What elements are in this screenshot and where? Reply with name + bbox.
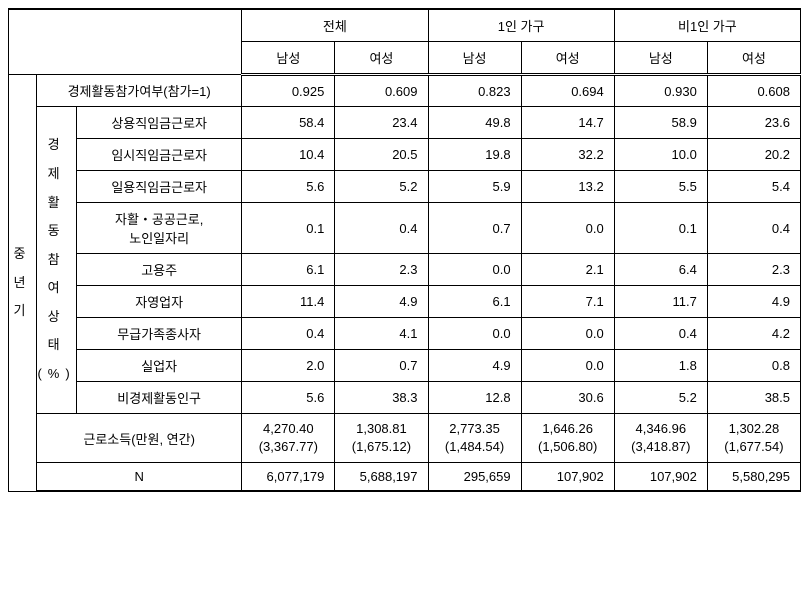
cell: 20.2 bbox=[707, 139, 800, 171]
status-row-label: 일용직임금근로자 bbox=[77, 171, 242, 203]
status-row-label: 임시직임금근로자 bbox=[77, 139, 242, 171]
stats-table: 전체 1인 가구 비1인 가구 남성 여성 남성 여성 남성 여성 중년기 경제… bbox=[8, 8, 801, 492]
cell: 14.7 bbox=[521, 107, 614, 139]
cell: 13.2 bbox=[521, 171, 614, 203]
cell: 0.7 bbox=[335, 350, 428, 382]
cell: 1.8 bbox=[614, 350, 707, 382]
cell: 38.3 bbox=[335, 382, 428, 414]
cell: 0.1 bbox=[614, 203, 707, 254]
cell: 5.6 bbox=[242, 382, 335, 414]
cell: 11.4 bbox=[242, 286, 335, 318]
header-sub-3: 여성 bbox=[521, 42, 614, 75]
cell: 0.0 bbox=[521, 350, 614, 382]
cell: 2.0 bbox=[242, 350, 335, 382]
cell: 5.9 bbox=[428, 171, 521, 203]
cell: 0.694 bbox=[521, 75, 614, 107]
cell: 5.6 bbox=[242, 171, 335, 203]
header-group-2: 비1인 가구 bbox=[614, 9, 800, 42]
cell: 23.4 bbox=[335, 107, 428, 139]
cell: 0.823 bbox=[428, 75, 521, 107]
cell-income: 4,270.40(3,367.77) bbox=[242, 414, 335, 463]
cell: 58.4 bbox=[242, 107, 335, 139]
cell: 2.3 bbox=[707, 254, 800, 286]
cell: 0.609 bbox=[335, 75, 428, 107]
cell-income: 2,773.35(1,484.54) bbox=[428, 414, 521, 463]
income-label: 근로소득(만원, 연간) bbox=[37, 414, 242, 463]
cell: 6,077,179 bbox=[242, 463, 335, 492]
header-blank bbox=[9, 9, 242, 75]
cell: 5,688,197 bbox=[335, 463, 428, 492]
header-sub-5: 여성 bbox=[707, 42, 800, 75]
status-row-label: 자영업자 bbox=[77, 286, 242, 318]
cell: 0.608 bbox=[707, 75, 800, 107]
cell: 10.0 bbox=[614, 139, 707, 171]
cell-income: 1,302.28(1,677.54) bbox=[707, 414, 800, 463]
cell: 5,580,295 bbox=[707, 463, 800, 492]
status-row-label: 실업자 bbox=[77, 350, 242, 382]
cell: 7.1 bbox=[521, 286, 614, 318]
cell: 5.2 bbox=[335, 171, 428, 203]
n-label: N bbox=[37, 463, 242, 492]
cell: 0.4 bbox=[242, 318, 335, 350]
cell: 5.2 bbox=[614, 382, 707, 414]
cell: 0.4 bbox=[335, 203, 428, 254]
cell: 0.0 bbox=[428, 254, 521, 286]
cell-income: 4,346.96(3,418.87) bbox=[614, 414, 707, 463]
status-row-label: 자활・공공근로,노인일자리 bbox=[77, 203, 242, 254]
header-sub-4: 남성 bbox=[614, 42, 707, 75]
cell: 0.8 bbox=[707, 350, 800, 382]
cell: 0.7 bbox=[428, 203, 521, 254]
cell: 0.0 bbox=[521, 318, 614, 350]
status-row-label: 고용주 bbox=[77, 254, 242, 286]
cell: 6.4 bbox=[614, 254, 707, 286]
cell: 0.925 bbox=[242, 75, 335, 107]
header-group-0: 전체 bbox=[242, 9, 428, 42]
cell: 0.4 bbox=[614, 318, 707, 350]
cell: 38.5 bbox=[707, 382, 800, 414]
header-sub-0: 남성 bbox=[242, 42, 335, 75]
period-label: 중년기 bbox=[9, 75, 37, 492]
cell: 19.8 bbox=[428, 139, 521, 171]
cell: 0.0 bbox=[521, 203, 614, 254]
cell: 2.3 bbox=[335, 254, 428, 286]
cell: 0.930 bbox=[614, 75, 707, 107]
cell: 0.0 bbox=[428, 318, 521, 350]
cell: 6.1 bbox=[428, 286, 521, 318]
cell: 4.9 bbox=[707, 286, 800, 318]
header-sub-2: 남성 bbox=[428, 42, 521, 75]
cell: 295,659 bbox=[428, 463, 521, 492]
cell: 49.8 bbox=[428, 107, 521, 139]
cell: 4.2 bbox=[707, 318, 800, 350]
cell: 5.5 bbox=[614, 171, 707, 203]
status-group-label: 경제활동참여상태(%) bbox=[37, 107, 77, 414]
cell: 20.5 bbox=[335, 139, 428, 171]
cell: 23.6 bbox=[707, 107, 800, 139]
cell: 107,902 bbox=[614, 463, 707, 492]
cell: 32.2 bbox=[521, 139, 614, 171]
cell-income: 1,308.81(1,675.12) bbox=[335, 414, 428, 463]
cell: 6.1 bbox=[242, 254, 335, 286]
cell: 2.1 bbox=[521, 254, 614, 286]
header-group-1: 1인 가구 bbox=[428, 9, 614, 42]
cell-income: 1,646.26(1,506.80) bbox=[521, 414, 614, 463]
cell: 0.4 bbox=[707, 203, 800, 254]
status-row-label: 상용직임금근로자 bbox=[77, 107, 242, 139]
header-sub-1: 여성 bbox=[335, 42, 428, 75]
cell: 5.4 bbox=[707, 171, 800, 203]
cell: 10.4 bbox=[242, 139, 335, 171]
cell: 4.9 bbox=[335, 286, 428, 318]
cell: 4.9 bbox=[428, 350, 521, 382]
cell: 58.9 bbox=[614, 107, 707, 139]
status-row-label: 무급가족종사자 bbox=[77, 318, 242, 350]
cell: 11.7 bbox=[614, 286, 707, 318]
cell: 0.1 bbox=[242, 203, 335, 254]
cell: 30.6 bbox=[521, 382, 614, 414]
cell: 12.8 bbox=[428, 382, 521, 414]
status-row-label: 비경제활동인구 bbox=[77, 382, 242, 414]
cell: 4.1 bbox=[335, 318, 428, 350]
row-participation-label: 경제활동참가여부(참가=1) bbox=[37, 75, 242, 107]
cell: 107,902 bbox=[521, 463, 614, 492]
